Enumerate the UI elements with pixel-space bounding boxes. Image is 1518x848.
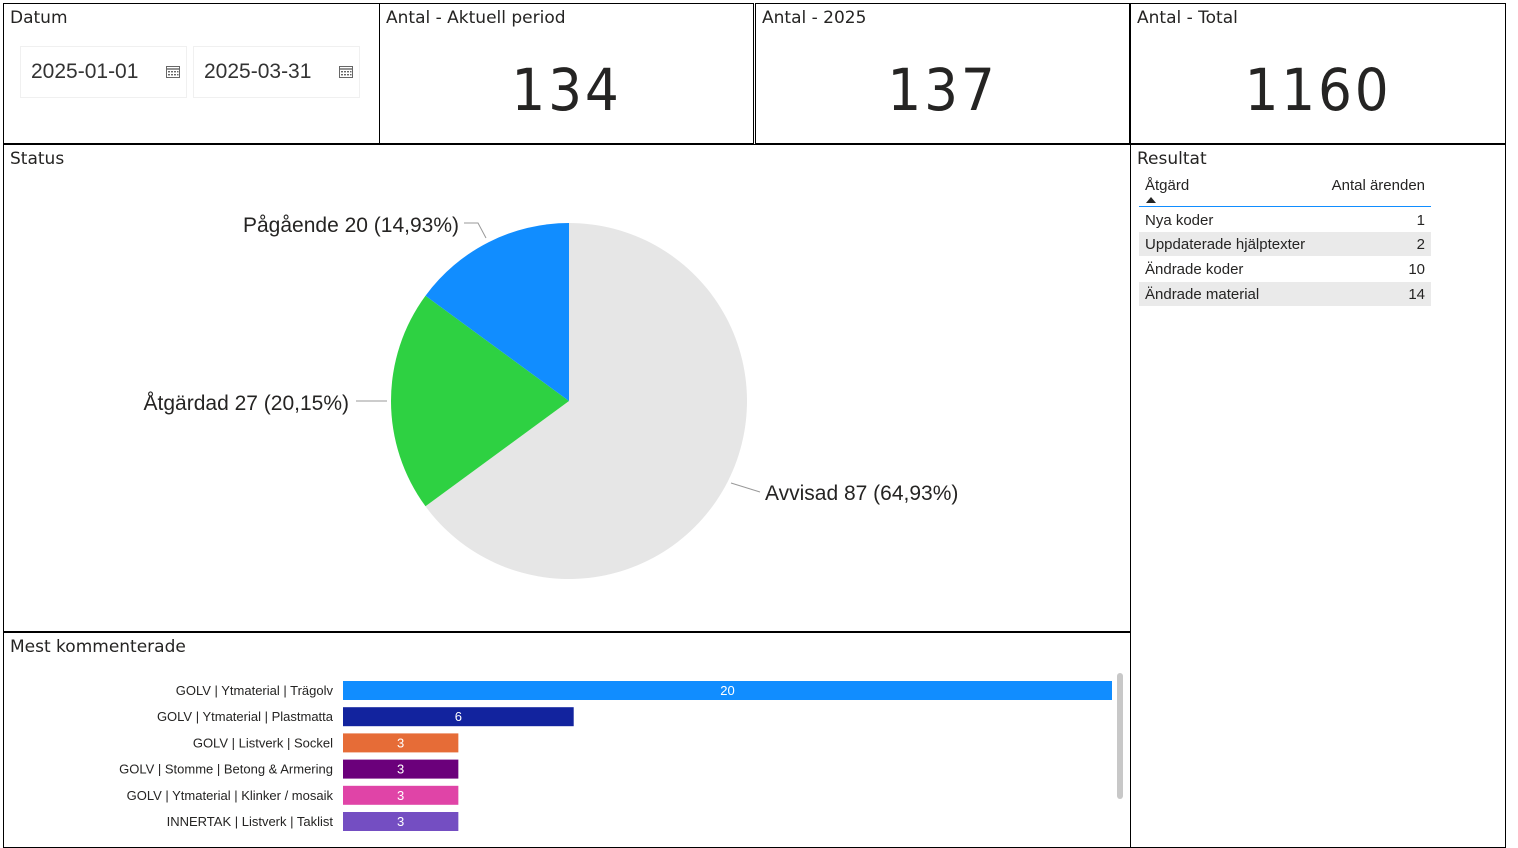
pie-slice-åtgärdad[interactable] [391, 295, 569, 507]
table-row[interactable]: Ändrade koder 10 [1139, 257, 1431, 281]
kpi-value: 134 [511, 56, 622, 124]
bar-category-label: GOLV | Ytmaterial | Plastmatta [157, 709, 334, 724]
pie-data-label: Avvisad 87 (64,93%) [765, 482, 958, 505]
mest-kommenterade-bar-chart[interactable]: GOLV | Ytmaterial | Trägolv 20 GOLV | Ytma… [4, 633, 1130, 847]
table-row[interactable]: Ändrade material 14 [1139, 282, 1431, 306]
scrollbar[interactable] [1117, 673, 1123, 799]
kpi-card-total: Antal - Total 1160 [1130, 3, 1506, 144]
resultat-panel: Resultat Åtgärd Antal ärenden Nya koder … [1130, 144, 1506, 848]
pie-data-label: Åtgärdad 27 (20,15%) [144, 392, 349, 415]
bar[interactable] [343, 733, 459, 753]
bar-value-label: 3 [397, 735, 404, 750]
kpi-card-2025: Antal - 2025 137 [755, 3, 1130, 144]
bar-category-label: GOLV | Ytmaterial | Klinker / mosaik [127, 788, 334, 803]
row-name: Uppdaterade hjälptexter [1145, 235, 1306, 253]
start-date-field[interactable]: 2025-01-01 [20, 46, 187, 98]
pie-data-label: Pågående 20 (14,93%) [243, 214, 459, 237]
bar-value-label: 3 [397, 762, 404, 777]
bar[interactable] [343, 681, 1112, 700]
bar-category-label: GOLV | Ytmaterial | Trägolv [176, 683, 334, 698]
pie-slice-avvisad[interactable] [425, 223, 747, 579]
bar-category-label: INNERTAK | Listverk | Taklist [167, 814, 334, 829]
pie-slice-pågående[interactable] [425, 223, 569, 401]
resultat-title: Resultat [1137, 149, 1207, 169]
bar[interactable] [343, 759, 459, 779]
mest-kommenterade-title: Mest kommenterade [10, 637, 186, 657]
column-header-action[interactable]: Åtgärd [1145, 177, 1190, 194]
kpi-card-current-period: Antal - Aktuell period 134 [379, 3, 754, 144]
bar[interactable] [343, 812, 459, 831]
row-name: Nya koder [1145, 211, 1214, 229]
bar-value-label: 3 [397, 788, 404, 803]
kpi-value: 137 [887, 56, 998, 124]
calendar-icon[interactable] [339, 66, 353, 78]
bar[interactable] [343, 785, 459, 805]
bar-value-label: 20 [720, 683, 734, 698]
datum-title: Datum [10, 8, 68, 28]
datum-panel: Datum 2025-01-01 2025-03-31 [3, 3, 380, 144]
bar-value-label: 6 [455, 709, 462, 724]
kpi-title: Antal - 2025 [762, 8, 867, 28]
row-value: 10 [1408, 260, 1425, 278]
bar-category-label: GOLV | Listverk | Sockel [193, 735, 333, 750]
kpi-value: 1160 [1244, 56, 1392, 124]
status-pie-chart[interactable]: Avvisad 87 (64,93%) Åtgärdad 27 (20,15%) P… [4, 145, 1130, 631]
row-name: Ändrade material [1145, 285, 1260, 303]
pie-leader-line [464, 222, 487, 239]
row-value: 2 [1416, 235, 1425, 253]
bar-category-label: GOLV | Stomme | Betong & Armering [119, 762, 333, 777]
start-date-value: 2025-01-01 [31, 60, 139, 83]
resultat-table-header: Åtgärd Antal ärenden [1139, 175, 1431, 207]
pie-leader-line [730, 482, 761, 493]
end-date-value: 2025-03-31 [204, 60, 312, 83]
sort-ascending-icon[interactable] [1146, 197, 1156, 203]
kpi-title: Antal - Total [1137, 8, 1238, 28]
calendar-icon[interactable] [166, 66, 180, 78]
row-value: 1 [1416, 211, 1425, 229]
row-name: Ändrade koder [1145, 260, 1244, 278]
end-date-field[interactable]: 2025-03-31 [193, 46, 360, 98]
status-panel: Status Avvisad 87 (64,93%) Åtgärdad 27 (2… [3, 144, 1131, 632]
bar[interactable] [343, 707, 574, 727]
row-value: 14 [1408, 285, 1425, 303]
table-row[interactable]: Nya koder 1 [1139, 208, 1431, 232]
status-title: Status [10, 149, 65, 169]
table-row[interactable]: Uppdaterade hjälptexter 2 [1139, 232, 1431, 256]
bar-value-label: 3 [397, 814, 404, 829]
kpi-title: Antal - Aktuell period [386, 8, 566, 28]
mest-kommenterade-panel: Mest kommenterade GOLV | Ytmaterial | Tr… [3, 632, 1131, 848]
column-header-count[interactable]: Antal ärenden [1331, 177, 1425, 194]
